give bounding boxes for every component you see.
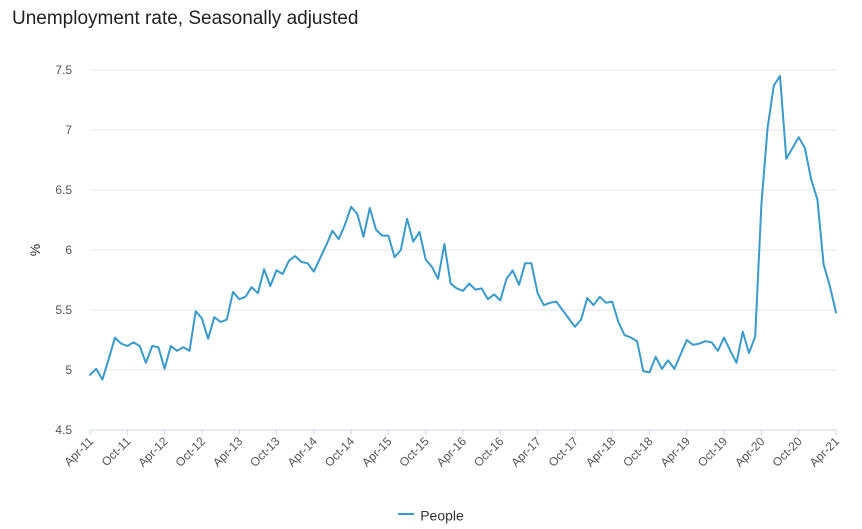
x-tick-label: Oct-19 — [695, 434, 731, 470]
x-tick-labels: Apr-11 Oct-11 Apr-12 Oct-12 Apr-13 Oct-13 Apr-… — [61, 430, 842, 470]
x-tick-label: Oct-17 — [546, 434, 582, 470]
x-tick-label: Apr-14 — [285, 434, 321, 470]
legend[interactable]: People — [0, 506, 862, 523]
x-tick-label: Apr-12 — [135, 434, 171, 470]
x-tick-label: Oct-12 — [173, 434, 209, 470]
x-tick-label: Oct-11 — [99, 434, 134, 469]
x-tick-label: Oct-15 — [396, 434, 432, 470]
x-tick-label: Apr-16 — [434, 434, 470, 470]
x-tick-label: Apr-21 — [807, 434, 843, 470]
legend-line-swatch — [398, 513, 415, 516]
y-tick-label: 6.5 — [55, 183, 72, 197]
x-tick-label: Apr-20 — [732, 434, 768, 470]
y-tick-labels: 4.5 5 5.5 6 6.5 7 7.5 — [55, 63, 72, 437]
x-tick-label: Apr-19 — [658, 434, 694, 470]
y-tick-label: 5 — [65, 363, 72, 377]
x-tick-label: Apr-17 — [508, 434, 544, 470]
grid-lines — [90, 69, 836, 371]
y-tick-label: 6 — [65, 243, 72, 257]
x-tick-label: Oct-14 — [322, 434, 358, 470]
x-tick-label: Oct-20 — [769, 434, 805, 470]
legend-label-people: People — [420, 507, 464, 524]
x-tick-label: Oct-13 — [247, 434, 283, 470]
x-tick-label: Apr-13 — [210, 434, 246, 470]
chart-title: Unemployment rate, Seasonally adjusted — [12, 8, 359, 29]
y-tick-label: 5.5 — [55, 303, 72, 317]
y-axis-label: % — [27, 244, 43, 256]
series-lines — [89, 75, 837, 381]
x-tick-label: Apr-15 — [359, 434, 395, 470]
y-tick-label: 7 — [65, 123, 72, 137]
x-tick-label: Oct-16 — [471, 434, 507, 470]
x-tick-label: Apr-11 — [61, 434, 96, 469]
y-tick-label: 4.5 — [55, 423, 72, 437]
y-tick-label: 7.5 — [55, 63, 72, 77]
x-tick-label: Oct-18 — [620, 434, 656, 470]
x-tick-label: Apr-18 — [583, 434, 619, 470]
series-line-people[interactable] — [89, 75, 837, 381]
